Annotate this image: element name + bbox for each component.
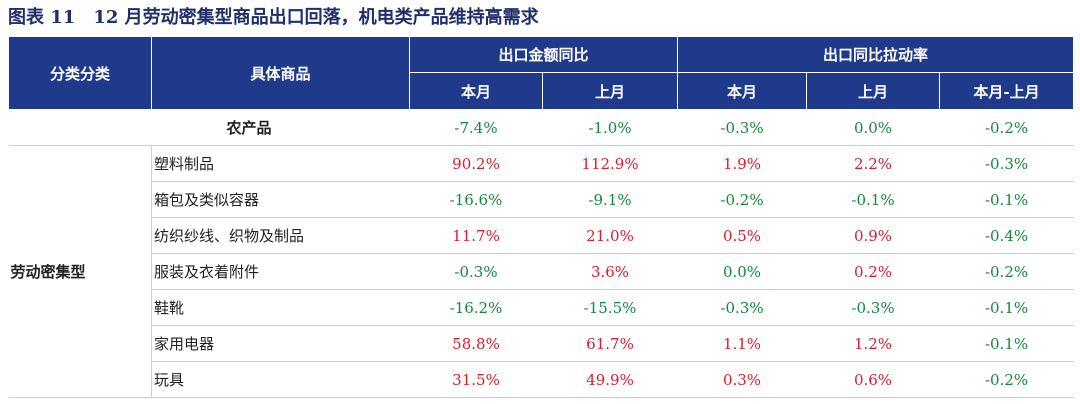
header-diff: 本月-上月 <box>939 72 1075 110</box>
figure-caption: 12 月劳动密集型商品出口回落，机电类产品维持高需求 <box>93 7 539 28</box>
value-cell: 0.9% <box>806 217 940 254</box>
value-cell: -0.1% <box>806 181 940 218</box>
value-cell: 11.7% <box>409 217 543 254</box>
value-cell: 0.5% <box>677 217 807 254</box>
header-export-yoy: 出口金额同比 <box>408 36 679 73</box>
value-cell: 1.2% <box>806 325 940 362</box>
value-cell: -0.3% <box>806 289 940 326</box>
header-last-month: 上月 <box>541 72 679 110</box>
value-cell: -16.2% <box>409 289 543 326</box>
value-cell: 49.9% <box>542 361 678 398</box>
value-cell: 0.6% <box>806 361 940 398</box>
table-row: 服装及衣着附件 -0.3% 3.6% 0.0% 0.2% -0.2% <box>9 253 1074 290</box>
agri-label: 农产品 <box>8 109 410 146</box>
value-cell: 2.2% <box>806 145 940 182</box>
value-cell: 0.0% <box>677 253 807 290</box>
value-cell: -0.1% <box>939 325 1074 362</box>
value-cell: -15.5% <box>542 289 678 326</box>
item-name: 玩具 <box>151 361 410 398</box>
header-item: 具体商品 <box>151 36 410 110</box>
header-last-month-contribution: 上月 <box>806 72 941 110</box>
value-cell: 61.7% <box>542 325 678 362</box>
value-cell: -0.3% <box>677 109 807 146</box>
item-name: 箱包及类似容器 <box>151 181 410 218</box>
value-cell: -0.4% <box>939 217 1074 254</box>
value-cell: -0.2% <box>939 361 1074 398</box>
header-this-month: 本月 <box>409 72 543 110</box>
table-row: 家用电器 58.8% 61.7% 1.1% 1.2% -0.1% <box>9 325 1074 362</box>
value-cell: 112.9% <box>542 145 678 182</box>
value-cell: -0.2% <box>939 253 1074 290</box>
item-name: 服装及衣着附件 <box>151 253 410 290</box>
value-cell: 0.0% <box>806 109 940 146</box>
value-cell: -0.3% <box>677 289 807 326</box>
item-name: 纺织纱线、织物及制品 <box>151 217 410 254</box>
table-row: 劳动密集型 塑料制品 90.2% 112.9% 1.9% 2.2% -0.3% <box>8 145 1074 398</box>
value-cell: 58.8% <box>409 325 543 362</box>
value-cell: -7.4% <box>409 109 543 146</box>
figure-title: 图表 11 12 月劳动密集型商品出口回落，机电类产品维持高需求 <box>0 0 1080 36</box>
value-cell: -16.6% <box>409 181 543 218</box>
header-category: 分类分类 <box>8 36 152 110</box>
value-cell: -0.3% <box>409 253 543 290</box>
value-cell: 1.9% <box>677 145 807 182</box>
value-cell: 90.2% <box>409 145 543 182</box>
item-name: 鞋靴 <box>151 289 410 326</box>
figure-number: 图表 11 <box>8 7 76 28</box>
item-name: 家用电器 <box>151 325 410 362</box>
table-row: 箱包及类似容器 -16.6% -9.1% -0.2% -0.1% -0.1% <box>9 181 1074 218</box>
value-cell: 21.0% <box>542 217 678 254</box>
header-contribution: 出口同比拉动率 <box>677 36 1075 73</box>
value-cell: 3.6% <box>542 253 678 290</box>
value-cell: 0.3% <box>677 361 807 398</box>
value-cell: -0.3% <box>939 145 1074 182</box>
table-row: 鞋靴 -16.2% -15.5% -0.3% -0.3% -0.1% <box>9 289 1074 326</box>
table-row: 纺织纱线、织物及制品 11.7% 21.0% 0.5% 0.9% -0.4% <box>9 217 1074 254</box>
value-cell: -0.1% <box>939 289 1074 326</box>
export-table: 分类分类 具体商品 出口金额同比 出口同比拉动率 本月 上月 本月 上月 本月-… <box>8 36 1075 398</box>
value-cell: 1.1% <box>677 325 807 362</box>
value-cell: 31.5% <box>409 361 543 398</box>
value-cell: -0.2% <box>939 109 1074 146</box>
value-cell: -1.0% <box>542 109 678 146</box>
value-cell: 0.2% <box>806 253 940 290</box>
header-this-month-contribution: 本月 <box>677 72 808 110</box>
value-cell: -0.2% <box>677 181 807 218</box>
table-row-agri: 农产品 -7.4% -1.0% -0.3% 0.0% -0.2% <box>8 109 1074 146</box>
table-row: 玩具 31.5% 49.9% 0.3% 0.6% -0.2% <box>9 361 1074 398</box>
category-labor-intensive: 劳动密集型 <box>8 145 152 398</box>
item-name: 塑料制品 <box>151 145 410 182</box>
value-cell: -0.1% <box>939 181 1074 218</box>
value-cell: -9.1% <box>542 181 678 218</box>
